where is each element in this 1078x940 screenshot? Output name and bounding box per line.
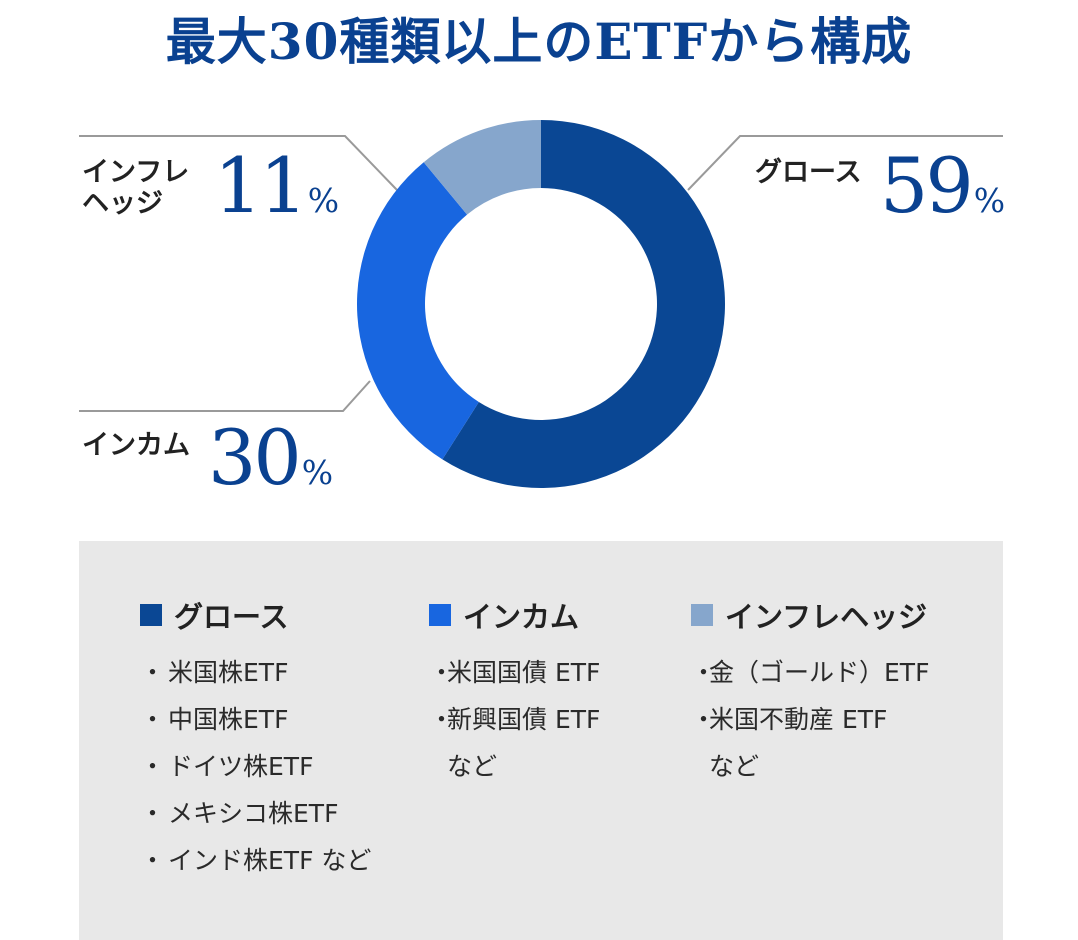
growth-swatch-icon	[140, 604, 162, 626]
legend-item-text: インド株ETF など	[168, 846, 372, 875]
legend-item-text: ドイツ株ETF	[168, 752, 314, 781]
legend-header-hedge: インフレヘッジ	[691, 595, 929, 635]
legend-title-income: インカム	[463, 600, 580, 634]
page-title: 最大30種類以上のETFから構成	[165, 12, 913, 71]
legend-item-text: など	[709, 752, 760, 781]
legend-item-text: 中国株ETF	[168, 705, 289, 734]
growth-percent-value: 59	[880, 141, 974, 230]
bullet-icon: ・	[429, 658, 455, 687]
donut-slice-growth	[442, 120, 725, 488]
bullet-icon: ・	[140, 799, 166, 828]
legend-item-growth-0: ・米国株ETF	[140, 649, 371, 696]
label-hedge-name-line2: ヘッジ	[82, 188, 163, 219]
legend-column-growth: グロース ・米国株ETF ・中国株ETF ・ドイツ株ETF ・メキシコ株ETF ・インド…	[140, 595, 371, 884]
legend-item-text: 米国不動産 ETF	[709, 705, 888, 734]
legend-header-income: インカム	[429, 595, 600, 635]
legend-item-hedge-1: ・米国不動産 ETF	[691, 696, 929, 743]
bullet-icon: ・	[140, 752, 166, 781]
legend-item-text: 金（ゴールド）ETF	[709, 658, 930, 687]
legend-column-hedge: インフレヘッジ ・金（ゴールド）ETF ・米国不動産 ETF など	[691, 595, 929, 790]
bullet-icon: ・	[140, 846, 166, 875]
label-hedge-name-line1: インフレ	[82, 157, 190, 188]
donut-slice-hedge	[423, 120, 541, 215]
legend-item-text: など	[447, 752, 498, 781]
label-income-name: インカム	[82, 430, 190, 461]
legend-list-income: ・米国国債 ETF ・新興国債 ETF など	[429, 649, 600, 790]
bullet-icon: ・	[140, 658, 166, 687]
legend-item-income-1: ・新興国債 ETF	[429, 696, 600, 743]
income-percent-value: 30	[208, 413, 302, 502]
label-hedge-percent: 11%	[214, 148, 339, 224]
label-growth-percent: 59%	[880, 148, 1005, 224]
legend-list-hedge: ・金（ゴールド）ETF ・米国不動産 ETF など	[691, 649, 929, 790]
income-percent-unit: %	[301, 453, 334, 492]
hedge-swatch-icon	[691, 604, 713, 626]
bullet-icon: ・	[429, 705, 455, 734]
legend-item-growth-3: ・メキシコ株ETF	[140, 790, 371, 837]
legend-item-hedge-0: ・金（ゴールド）ETF	[691, 649, 929, 696]
legend-column-income: インカム ・米国国債 ETF ・新興国債 ETF など	[429, 595, 600, 790]
legend-title-hedge: インフレヘッジ	[725, 600, 928, 634]
bullet-icon: ・	[691, 705, 717, 734]
legend-title-growth: グロース	[174, 600, 289, 634]
legend-item-income-2: など	[429, 743, 600, 790]
legend-item-text: メキシコ株ETF	[168, 799, 339, 828]
income-swatch-icon	[429, 604, 451, 626]
donut-chart	[79, 120, 1003, 488]
hedge-percent-unit: %	[307, 181, 340, 220]
legend-item-hedge-2: など	[691, 743, 929, 790]
bullet-icon: ・	[140, 705, 166, 734]
legend-item-text: 米国国債 ETF	[447, 658, 601, 687]
leader-lines	[79, 135, 1003, 412]
legend-header-growth: グロース	[140, 595, 371, 635]
label-growth-name: グロース	[755, 157, 862, 188]
hedge-percent-value: 11	[214, 141, 308, 230]
growth-percent-unit: %	[973, 181, 1006, 220]
donut-slice-income	[356, 162, 479, 460]
legend-item-income-0: ・米国国債 ETF	[429, 649, 600, 696]
legend-list-growth: ・米国株ETF ・中国株ETF ・ドイツ株ETF ・メキシコ株ETF ・インド株ETF …	[140, 649, 371, 884]
donut-slices	[356, 120, 725, 488]
legend-panel: グロース ・米国株ETF ・中国株ETF ・ドイツ株ETF ・メキシコ株ETF ・インド…	[79, 541, 1003, 940]
leader-line-growth	[687, 135, 1003, 191]
legend-item-text: 米国株ETF	[168, 658, 289, 687]
label-income-percent: 30%	[208, 420, 333, 496]
legend-item-growth-1: ・中国株ETF	[140, 696, 371, 743]
leader-line-hedge	[79, 135, 398, 191]
bullet-icon: ・	[691, 658, 717, 687]
legend-item-text: 新興国債 ETF	[447, 705, 601, 734]
legend-item-growth-4: ・インド株ETF など	[140, 837, 371, 884]
legend-item-growth-2: ・ドイツ株ETF	[140, 743, 371, 790]
leader-line-income	[79, 380, 371, 412]
